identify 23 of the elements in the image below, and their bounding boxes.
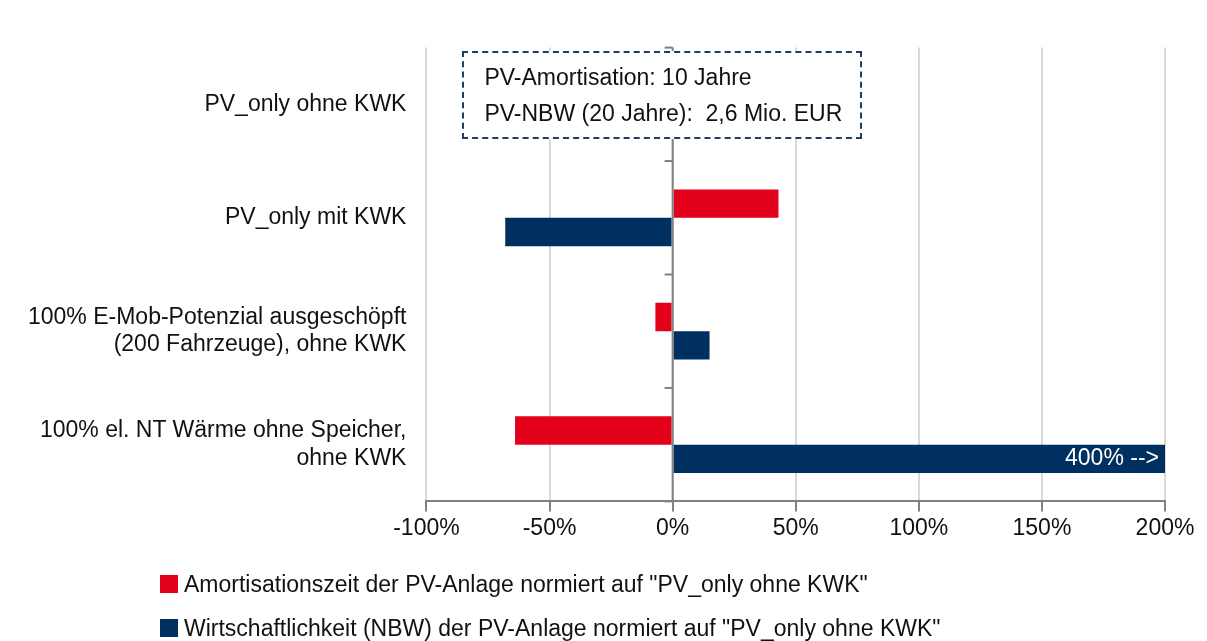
bar bbox=[655, 302, 672, 332]
x-tick-label: 150% bbox=[1012, 513, 1072, 540]
y-tick-label: PV_only ohne KWK bbox=[204, 89, 408, 116]
y-tick-label: 100% el. NT Wärme ohne Speicher, ohne KWK bbox=[39, 416, 408, 470]
annotation: PV-NBW (20 Jahre): 2,6 Mio. EUR bbox=[484, 98, 843, 128]
bar bbox=[673, 444, 1165, 474]
x-tick-label: 200% bbox=[1135, 513, 1195, 540]
bar bbox=[505, 217, 672, 247]
legend-label: Amortisationszeit der PV-Anlage normiert auf "PV_only ohne KWK" bbox=[184, 570, 868, 598]
x-tick-label: 100% bbox=[889, 513, 949, 540]
bar bbox=[673, 331, 710, 360]
annotation: PV-Amortisation: 10 Jahre bbox=[484, 62, 753, 92]
x-tick-label: -100% bbox=[393, 513, 460, 540]
legend-label: Wirtschaftlichkeit (NBW) der PV-Anlage normiert auf "PV_only ohne KWK" bbox=[184, 614, 941, 641]
y-tick-label: 100% E-Mob-Potenzial ausgeschöpft (200 Fahrzeuge), ohne KWK bbox=[27, 302, 408, 357]
x-tick-label: 0% bbox=[656, 513, 690, 540]
y-tick-label: PV_only mit KWK bbox=[224, 203, 408, 230]
x-tick-label: -50% bbox=[522, 513, 577, 540]
text-box: PV-Amortisation: 10 Jahre PV-NBW (20 Jahre): 2,6 Mio. EUR bbox=[462, 50, 863, 139]
bar bbox=[673, 189, 779, 218]
annotation: 400% --> bbox=[1065, 444, 1159, 471]
x-tick-label: 50% bbox=[772, 513, 819, 540]
bar bbox=[515, 416, 672, 445]
